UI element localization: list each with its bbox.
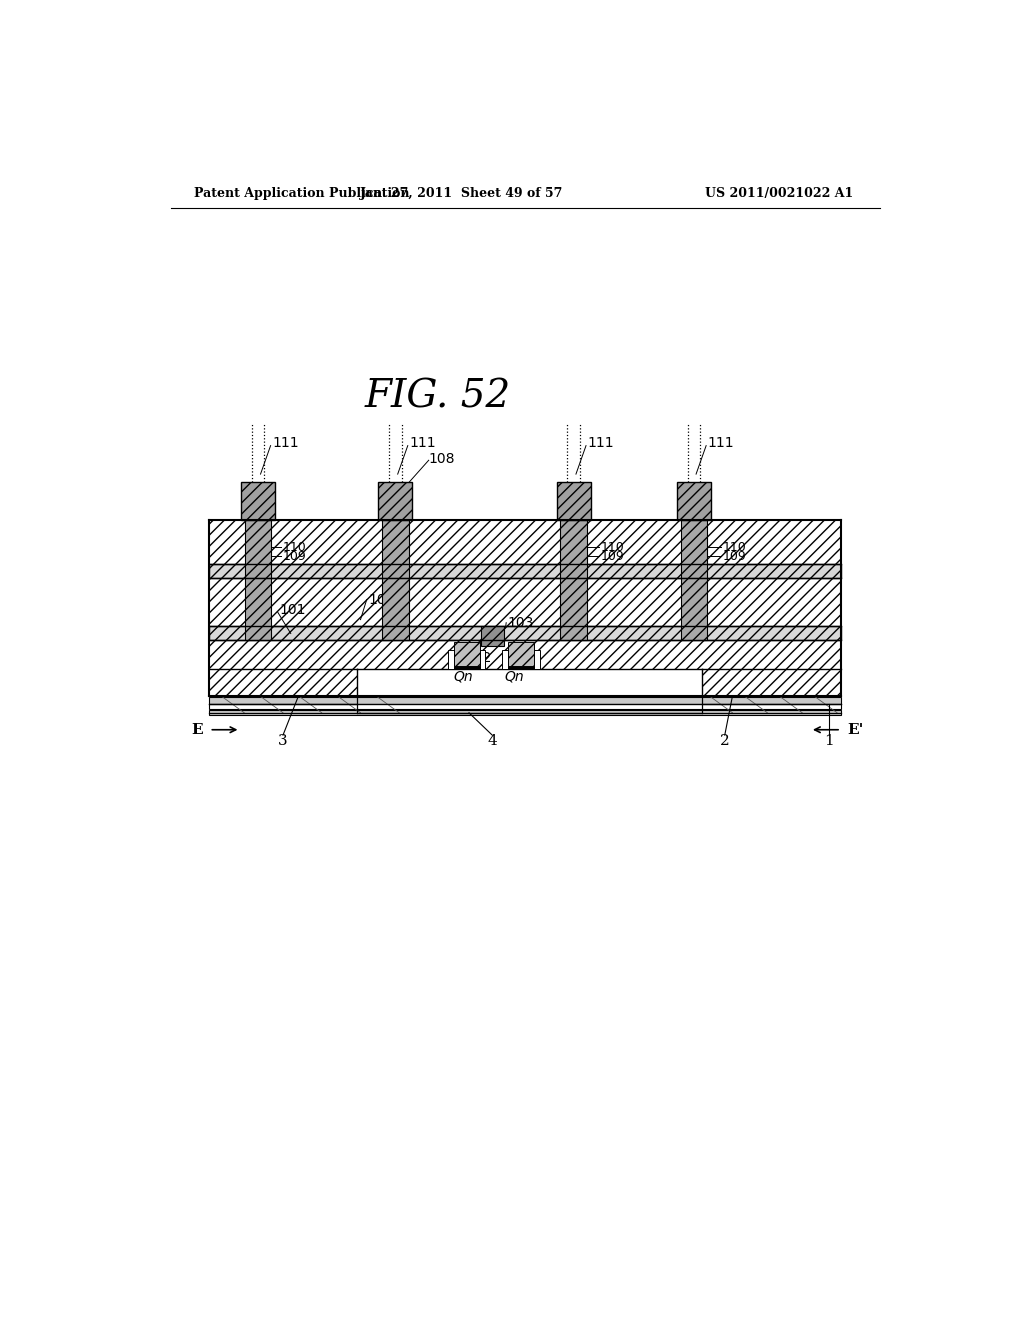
Bar (508, 642, 535, 665)
Bar (209, 520, 841, 564)
Text: 111: 111 (588, 437, 614, 450)
Bar (681, 520, 707, 578)
Bar (560, 520, 587, 578)
Text: 109: 109 (722, 550, 746, 564)
Text: 109: 109 (601, 550, 625, 564)
Bar (209, 669, 356, 696)
Bar (535, 649, 540, 669)
Text: 2: 2 (720, 734, 730, 748)
Text: 110: 110 (601, 541, 625, 554)
Bar (449, 649, 454, 669)
Text: 102: 102 (465, 651, 492, 665)
Bar (480, 649, 485, 669)
Text: 111: 111 (410, 437, 436, 450)
Bar (209, 640, 841, 669)
Bar (209, 564, 841, 578)
Text: Qn: Qn (504, 669, 523, 684)
Bar (557, 482, 591, 520)
Bar (209, 564, 841, 696)
Text: 108: 108 (429, 451, 456, 466)
Bar (209, 578, 841, 626)
Bar (454, 665, 480, 669)
Text: 109: 109 (283, 550, 307, 564)
Bar (209, 697, 841, 704)
Bar (503, 649, 508, 669)
Text: 103: 103 (508, 615, 535, 630)
Bar (245, 520, 271, 578)
Text: US 2011/0021022 A1: US 2011/0021022 A1 (705, 186, 853, 199)
Text: 1: 1 (824, 734, 835, 748)
Text: 110: 110 (283, 541, 307, 554)
Bar (681, 578, 707, 640)
Bar (378, 482, 413, 520)
Bar (480, 626, 504, 645)
Text: FIG. 52: FIG. 52 (365, 379, 511, 416)
Bar (382, 578, 409, 640)
Text: 111: 111 (272, 437, 299, 450)
Text: 110: 110 (722, 541, 746, 554)
Bar (382, 520, 409, 578)
Text: 101: 101 (280, 603, 305, 618)
Bar (245, 578, 271, 640)
Text: 3: 3 (279, 734, 288, 748)
Text: 111: 111 (708, 437, 734, 450)
Text: 107: 107 (369, 593, 394, 607)
Text: Jan. 27, 2011  Sheet 49 of 57: Jan. 27, 2011 Sheet 49 of 57 (359, 186, 563, 199)
Bar (701, 669, 841, 696)
Bar (454, 642, 480, 665)
Bar (508, 665, 535, 669)
Text: 4: 4 (487, 734, 497, 748)
Bar (560, 578, 587, 640)
Bar (209, 705, 841, 709)
Bar (677, 482, 711, 520)
Text: Patent Application Publication: Patent Application Publication (194, 186, 410, 199)
Bar (241, 482, 275, 520)
Text: E: E (191, 723, 203, 737)
Text: E': E' (847, 723, 863, 737)
Bar (209, 626, 841, 640)
Text: Qn: Qn (454, 669, 473, 684)
Bar (209, 710, 841, 715)
Bar (356, 669, 701, 696)
